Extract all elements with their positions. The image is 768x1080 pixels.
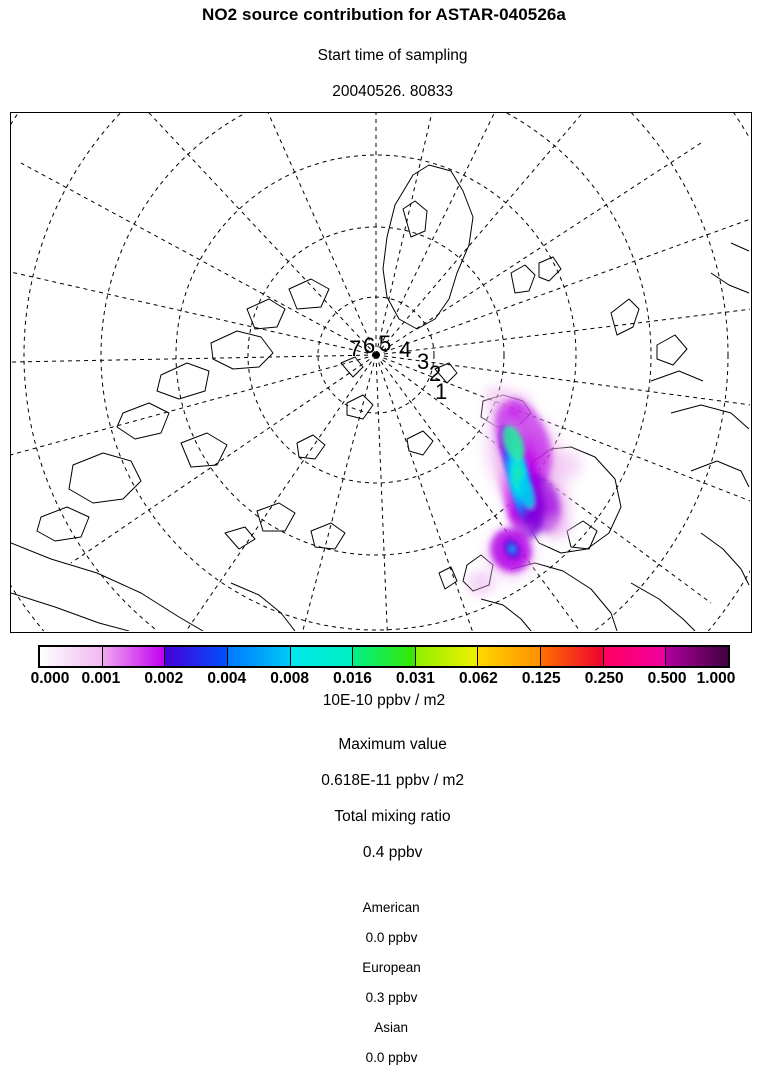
colorbar-tick-6: 0.031 [396,670,435,687]
map-plot-frame: 7 6 5 4 3 2 1 [10,112,752,633]
pole-label-4: 4 [399,337,411,362]
plume-main-core [499,424,537,525]
asian-value: 0.0 ppbv [365,1050,418,1065]
colorbar-segment-8 [541,647,604,666]
colorbar-segment-1 [102,647,166,666]
summary-line-1: Maximum value 0.618E-11 ppbv / m2 Total … [0,718,768,880]
pole-label-3: 3 [417,349,429,374]
colorbar-segment-0 [40,647,103,666]
footer-block: Maximum value 0.618E-11 ppbv / m2 Total … [0,718,768,1080]
colorbar-tick-10: 0.500 [647,670,687,687]
maximum-value-value: 0.618E-11 ppbv / m2 [321,772,464,789]
european-label: European [362,960,421,975]
asian-label: Asian [374,1020,409,1035]
summary-line-2: American 0.0 ppbv European 0.3 ppbv Asia… [0,885,768,1080]
colorbar-tick-1: 0.001 [81,670,121,687]
maximum-value-label: Maximum value [338,736,447,753]
pole-label-6: 6 [363,333,375,358]
colorbar-unit-label: 10E-10 ppbv / m2 [322,692,446,709]
colorbar-wrapper [38,645,730,668]
colorbar-tick-7: 0.062 [458,670,498,687]
colorbar-tick-9: 0.250 [584,670,624,687]
plume-wisps [467,385,583,595]
colorbar-segment-4 [290,647,354,666]
colorbar-segment-3 [227,647,291,666]
polar-stereographic-map: 7 6 5 4 3 2 1 [11,113,750,631]
colorbar-segment-5 [353,647,416,666]
colorbar-tick-11: 1.000 [696,670,736,687]
graticule-parallels [11,113,750,631]
start-time-value: 20040526. 80833 [332,83,453,100]
total-mixing-ratio-label: Total mixing ratio [334,808,451,825]
pole-label-1: 1 [435,379,447,404]
start-time-label: Start time of sampling [317,47,468,64]
colorbar-segment-10 [666,647,729,666]
colorbar-tick-0: 0.000 [30,670,70,687]
colorbar-segment-2 [165,647,228,666]
graticule-meridians [11,113,750,631]
colorbar-tick-2: 0.002 [144,670,184,687]
concentration-plume-field [467,385,583,595]
plume-secondary-core [503,538,521,560]
colorbar-tick-5: 0.016 [333,670,372,687]
colorbar-tick-labels: 0.000 0.001 0.002 0.004 0.008 0.016 0.031 0.062… [0,670,768,690]
american-label: American [362,900,420,915]
page-title: NO2 source contribution for ASTAR-040526… [201,5,566,24]
colorbar-tick-8: 0.125 [521,670,561,687]
pole-label-5: 5 [379,331,391,356]
colorbar-tick-4: 0.008 [270,670,310,687]
american-value: 0.0 ppbv [365,930,418,945]
colorbar-segment-9 [603,647,667,666]
pole-label-7: 7 [349,336,361,361]
colorbar-segment-7 [478,647,542,666]
colorbar-segment-6 [415,647,479,666]
european-value: 0.3 ppbv [365,990,418,1005]
colorbar-tick-3: 0.004 [207,670,247,687]
total-mixing-ratio-value: 0.4 ppbv [362,844,423,861]
colorbar [38,645,730,668]
